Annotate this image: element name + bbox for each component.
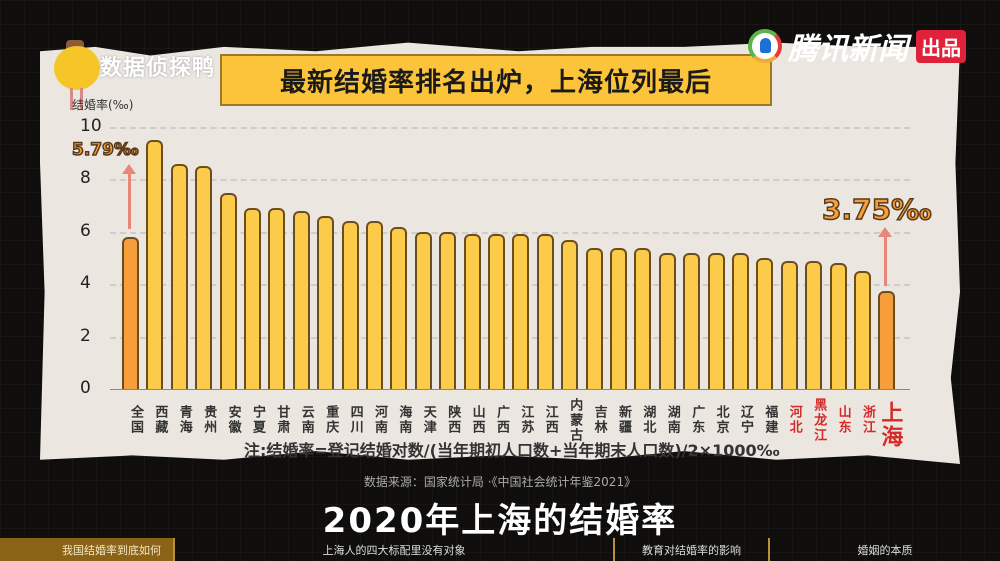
x-tick-label: 全国 — [128, 405, 143, 435]
y-tick-label: 2 — [80, 325, 91, 346]
bar — [292, 210, 310, 389]
bar — [317, 216, 335, 389]
chapter-tab-3[interactable]: 教育对结婚率的影响 — [615, 538, 770, 561]
bar — [756, 258, 774, 389]
channel-name: 数据侦探鸭 — [100, 56, 216, 81]
x-axis — [110, 389, 910, 390]
publisher-name: 腾讯新闻 — [788, 32, 908, 67]
y-tick-label: 10 — [80, 116, 102, 136]
x-tick-label: 天津 — [420, 405, 436, 435]
y-axis-title: 结婚率(‰) — [72, 98, 134, 112]
bar — [854, 271, 871, 389]
x-tick-label: 北京 — [713, 405, 729, 435]
bar — [146, 140, 164, 389]
x-tick-label: 河南 — [372, 405, 387, 435]
gridline — [110, 127, 910, 129]
x-tick-label: 江西 — [542, 405, 558, 435]
x-tick-label: 山西 — [469, 405, 485, 435]
formula-note: 注:结婚率=登记结婚对数/(当年期初人口数+当年期末人口数)/2×1000‰ — [244, 441, 780, 460]
x-tick-label: 广西 — [494, 405, 509, 435]
x-tick-label: 辽宁 — [738, 405, 753, 435]
bar — [780, 260, 798, 389]
x-tick-label: 青海 — [176, 405, 192, 435]
x-tick-label: 新疆 — [616, 405, 631, 435]
gridline — [110, 336, 910, 339]
bar — [878, 290, 896, 389]
y-tick-label: 4 — [80, 273, 91, 294]
x-tick-label: 西藏 — [152, 405, 168, 435]
x-tick-label: 海南 — [396, 405, 412, 435]
x-tick-label: 湖南 — [664, 405, 680, 435]
bar — [268, 208, 286, 389]
bar — [122, 237, 139, 389]
up-arrow-icon — [122, 163, 136, 230]
x-tick-label: 宁夏 — [250, 405, 265, 435]
bar — [536, 234, 554, 389]
x-tick-label: 湖北 — [640, 405, 656, 435]
x-tick-label: 黑龙江 — [811, 397, 827, 443]
bar — [488, 234, 505, 389]
x-tick-label: 甘肃 — [274, 405, 290, 435]
duck-mascot-icon — [50, 38, 110, 110]
publisher-logo: 腾讯新闻 出品 — [748, 24, 966, 68]
annotation-label: 3.75‰ — [821, 192, 932, 227]
chapter-tab-4[interactable]: 婚姻的本质 — [857, 543, 913, 557]
chapter-tab-2[interactable]: 上海人的四大标配里没有对象 — [175, 538, 615, 561]
chapter-nav: 我国结婚率到底如何 上海人的四大标配里没有对象 教育对结婚率的影响 婚姻的本质 — [0, 538, 1000, 561]
x-tick-label: 浙江 — [860, 405, 875, 435]
bar — [439, 231, 457, 389]
annotation-label: 5.79‰ — [71, 139, 139, 161]
video-subtitle: 2020年上海的结婚率 — [322, 501, 678, 541]
x-tick-label: 上海 — [877, 401, 903, 449]
bar — [366, 221, 383, 389]
bar — [512, 234, 530, 389]
x-tick-label: 四川 — [347, 405, 363, 435]
x-tick-label: 山东 — [835, 405, 851, 435]
y-tick-label: 6 — [80, 220, 91, 241]
bar — [390, 226, 408, 389]
bar — [805, 260, 823, 389]
bar — [732, 252, 749, 389]
x-tick-label: 江苏 — [518, 405, 534, 435]
y-tick-label: 0 — [80, 378, 91, 398]
publisher-badge: 出品 — [916, 29, 966, 63]
gridline — [110, 231, 910, 234]
data-source: 数据来源：国家统计局 ·《中国社会统计年鉴2021》 — [363, 475, 637, 489]
x-tick-label: 贵州 — [201, 405, 217, 435]
bar — [634, 247, 652, 389]
bar — [829, 263, 847, 389]
bar — [683, 252, 701, 389]
up-arrow-icon — [878, 227, 893, 286]
bar — [561, 239, 579, 389]
x-tick-label: 福建 — [762, 405, 778, 435]
x-tick-label: 重庆 — [323, 405, 339, 435]
bar — [463, 234, 481, 389]
chart-title: 最新结婚率排名出炉，上海位列最后 — [220, 54, 772, 106]
gridline — [110, 284, 910, 287]
x-tick-label: 吉林 — [591, 405, 607, 435]
bar — [244, 208, 261, 389]
bar — [341, 221, 359, 389]
tencent-news-icon — [748, 29, 782, 63]
bar — [658, 252, 676, 389]
bar — [170, 163, 188, 389]
chapter-tab-1[interactable]: 我国结婚率到底如何 — [0, 538, 175, 561]
x-tick-label: 安徽 — [225, 405, 241, 435]
bar — [585, 247, 603, 389]
bar — [414, 231, 432, 389]
x-tick-label: 河北 — [786, 405, 802, 435]
bar — [610, 247, 627, 389]
y-tick-label: 8 — [80, 168, 91, 189]
x-tick-label: 广东 — [689, 405, 705, 435]
x-tick-label: 云南 — [298, 405, 314, 435]
x-tick-label: 陕西 — [445, 405, 461, 435]
bar — [195, 166, 213, 389]
bar — [707, 252, 725, 389]
gridline — [110, 179, 910, 182]
x-tick-label: 内蒙古 — [567, 397, 583, 443]
bar — [219, 192, 237, 389]
